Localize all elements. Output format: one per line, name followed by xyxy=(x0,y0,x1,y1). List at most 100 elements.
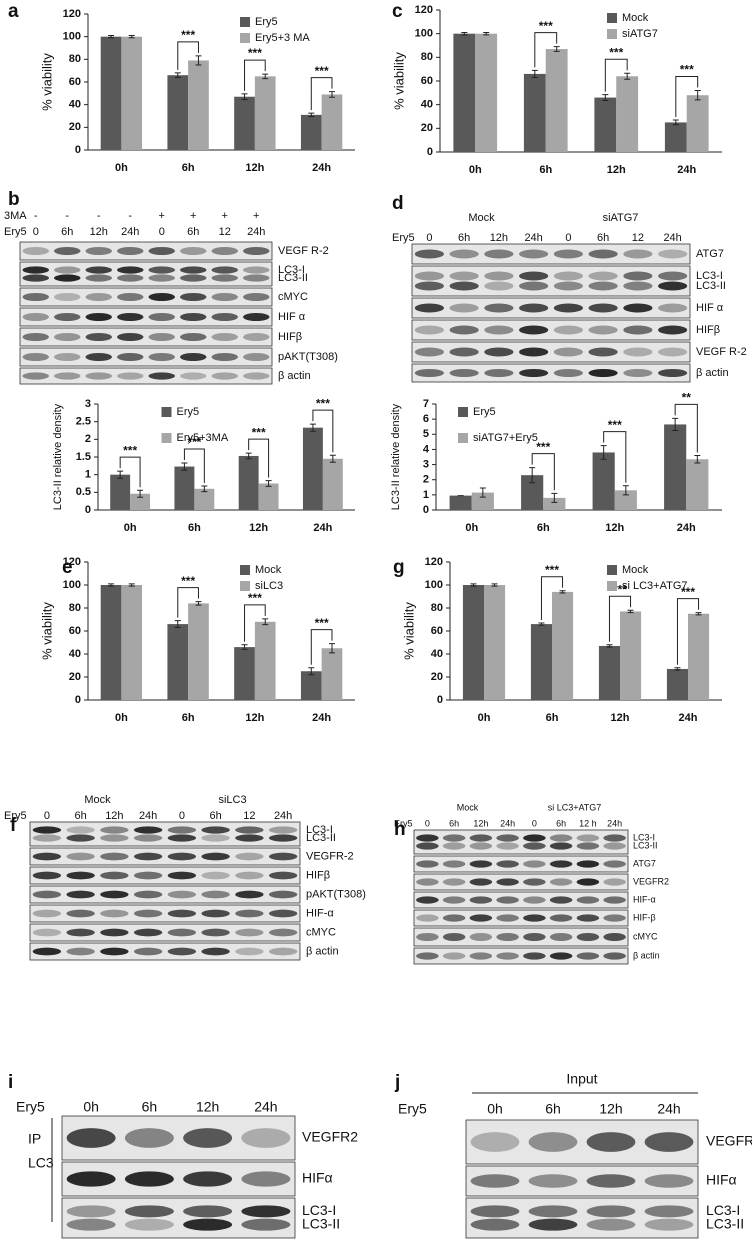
lane-label: 24h xyxy=(500,818,515,828)
band xyxy=(414,303,444,313)
band xyxy=(66,834,95,842)
band xyxy=(549,914,573,922)
band xyxy=(22,292,49,302)
bar xyxy=(592,452,615,510)
band xyxy=(484,347,514,357)
lane-label: - xyxy=(128,210,132,222)
band xyxy=(148,266,175,274)
lane-label: 12 xyxy=(632,232,644,244)
y-tick-label: 40 xyxy=(431,648,443,660)
band xyxy=(235,834,264,842)
y-tick-label: 80 xyxy=(69,602,81,614)
band xyxy=(588,368,618,378)
blot-strip xyxy=(29,847,301,866)
significance-label: *** xyxy=(252,425,266,439)
band xyxy=(496,834,519,842)
band xyxy=(66,947,95,956)
legend-label: Mock xyxy=(622,12,649,24)
lane-header-label: Ery5 xyxy=(16,1099,45,1115)
band xyxy=(528,1205,578,1218)
band xyxy=(268,947,298,956)
band xyxy=(180,352,207,362)
band-label: LC3-II xyxy=(706,1215,744,1231)
band xyxy=(148,372,175,380)
y-tick-label: 3 xyxy=(423,458,429,470)
band xyxy=(469,860,493,868)
legend-label: Mock xyxy=(255,564,282,576)
band xyxy=(54,352,81,362)
band xyxy=(124,1171,174,1187)
band xyxy=(201,826,230,834)
band xyxy=(442,896,466,904)
band xyxy=(586,1132,636,1152)
significance-bracket xyxy=(676,598,700,665)
band xyxy=(243,266,270,274)
legend-swatch xyxy=(240,581,250,591)
x-tick-label: 12h xyxy=(611,712,630,724)
band xyxy=(148,292,175,302)
blot-strip xyxy=(411,319,691,341)
band xyxy=(523,860,546,868)
significance-label: *** xyxy=(609,45,623,59)
band xyxy=(658,271,688,281)
band-label: LC3-I xyxy=(633,832,655,842)
band xyxy=(449,271,479,281)
bar xyxy=(110,474,131,510)
blot-strip xyxy=(413,855,629,873)
legend-swatch xyxy=(458,407,468,417)
lane-label: 24h xyxy=(247,226,265,238)
band xyxy=(54,332,81,342)
blot-strip xyxy=(29,923,301,942)
significance-bracket xyxy=(183,448,205,483)
band xyxy=(442,860,466,868)
band xyxy=(553,368,583,378)
band xyxy=(243,372,270,380)
band xyxy=(180,292,207,302)
bar xyxy=(234,96,255,150)
error-bar xyxy=(461,31,468,36)
group-label: Input xyxy=(566,1071,597,1087)
band xyxy=(133,947,163,956)
bar xyxy=(664,424,687,510)
significance-label: *** xyxy=(248,591,262,605)
band xyxy=(148,274,175,282)
band xyxy=(180,332,207,342)
band xyxy=(414,249,444,259)
error-bar xyxy=(491,583,498,587)
error-bar xyxy=(602,94,609,102)
error-bar xyxy=(551,492,558,503)
x-tick-label: 12h xyxy=(607,164,626,176)
lane-label: 0 xyxy=(565,232,571,244)
band xyxy=(416,878,439,886)
band xyxy=(523,914,546,922)
band xyxy=(496,914,519,922)
band xyxy=(268,871,298,880)
y-tick-label: 2 xyxy=(85,433,91,445)
y-tick-label: 20 xyxy=(69,121,81,133)
significance-label: *** xyxy=(181,28,195,42)
band xyxy=(85,332,112,342)
legend-swatch xyxy=(161,407,172,417)
band xyxy=(133,826,163,834)
lane-label: 6h xyxy=(458,232,470,244)
band xyxy=(235,909,264,918)
band xyxy=(235,890,264,899)
band xyxy=(241,1218,291,1231)
band xyxy=(484,249,514,259)
error-bar xyxy=(308,112,315,118)
panel-letter: e xyxy=(62,557,73,578)
y-tick-label: 6 xyxy=(423,413,429,425)
band xyxy=(496,932,519,942)
band xyxy=(414,368,444,378)
band xyxy=(66,928,95,937)
band xyxy=(54,274,81,282)
lane-label: 0 xyxy=(532,818,537,828)
significance-label: *** xyxy=(316,396,330,410)
x-tick-label: 0h xyxy=(478,712,491,724)
band xyxy=(576,834,600,842)
band xyxy=(183,1218,233,1231)
bar xyxy=(521,475,544,510)
blot-strip xyxy=(19,307,273,327)
band xyxy=(549,952,573,960)
lane-label: + xyxy=(253,210,259,222)
